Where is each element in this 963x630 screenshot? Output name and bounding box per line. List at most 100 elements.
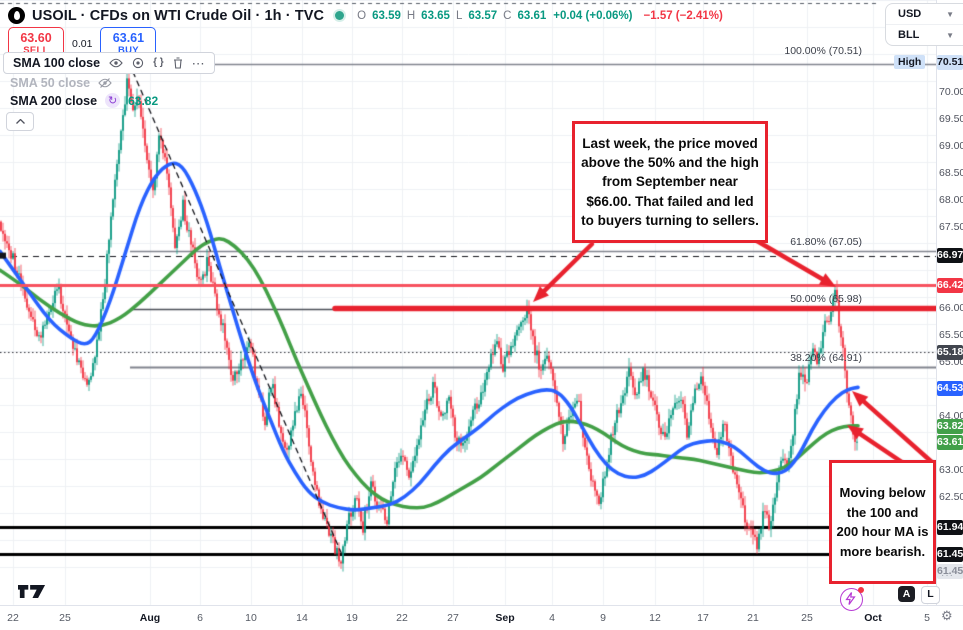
eye-icon[interactable] (109, 58, 123, 68)
sma200-label: SMA 200 close (10, 93, 98, 108)
sell-label: SELL (23, 44, 49, 56)
time-tick-label: 25 (801, 612, 813, 624)
currency-value: USD (898, 8, 922, 20)
price-badge: 66.97 (937, 247, 963, 263)
price-tick-label: 69.50 (939, 113, 963, 125)
symbol-title[interactable]: USOIL · CFDs on WTI Crude Oil · 1h · TVC (32, 7, 325, 24)
ohlc-key: L (455, 9, 463, 22)
price-axis[interactable]: 70.00 69.50 69.00 68.50 68.00 67.50 66.00 65.50… (937, 0, 963, 605)
annotation-note-bottom-text: Moving below the 100 and 200 hour MA is … (836, 485, 929, 559)
time-tick-label: 17 (697, 612, 709, 624)
price-badge: 61.45 (937, 546, 963, 562)
source-code-icon[interactable]: { } (153, 57, 164, 68)
price-tick-label: 62.50 (939, 491, 963, 503)
price-badge: 63.82 (937, 418, 963, 434)
ohlc-values: O 63.59 H 63.65 L 63.57 C 63.61 (357, 10, 546, 22)
sell-price: 63.60 (20, 31, 52, 46)
ohlc-value: 63.65 (421, 9, 450, 22)
ohlc-value: 63.57 (468, 9, 498, 22)
settings-icon[interactable] (132, 57, 144, 69)
price-tick-label: 63.00 (939, 464, 963, 476)
buy-price: 63.61 (112, 31, 145, 46)
fib-level-label: 100.00% (70.51) (784, 45, 862, 57)
legend-sma200-row[interactable]: SMA 200 close ↻ 63.82 (10, 93, 158, 108)
price-badge: 61.94 (937, 519, 963, 535)
tradingview-logo[interactable] (18, 583, 46, 605)
price-tick-label: 68.00 (939, 194, 963, 206)
time-tick-label: 22 (7, 612, 19, 624)
sma200-value: 63.82 (128, 93, 159, 108)
loading-sync-icon[interactable]: ↻ (105, 93, 121, 108)
price-tick-label: 68.50 (939, 167, 963, 179)
currency-selector[interactable]: USD ▼ (886, 4, 963, 24)
ohlc-key: H (406, 9, 416, 22)
usoil-logo-icon (8, 7, 25, 24)
price-badge: 63.61 (937, 434, 963, 450)
time-tick-label: 5 (924, 612, 930, 624)
log-scale-button[interactable]: L (921, 586, 940, 604)
fib-level-label: 61.80% (67.05) (790, 236, 862, 248)
high-marker-label: High (894, 55, 926, 69)
fib-level-label: 38.20% (64.91) (790, 352, 862, 364)
symbol-header: USOIL · CFDs on WTI Crude Oil · 1h · TVC… (8, 7, 723, 24)
gear-icon[interactable]: ⚙ (941, 608, 953, 623)
time-tick-label: 4 (549, 612, 555, 624)
time-tick-label: 10 (245, 612, 257, 624)
price-badge: 61.45 (937, 563, 963, 579)
account-panel: USD ▼ BLL ▼ (885, 3, 963, 46)
chevron-down-icon: ▼ (946, 30, 954, 40)
annotation-note-top[interactable]: Last week, the price moved above the 50%… (572, 121, 768, 243)
trash-icon[interactable] (173, 57, 183, 69)
collapse-legend-button[interactable] (6, 112, 34, 131)
price-tick-label: 69.00 (939, 140, 963, 152)
legend-sma100-row[interactable]: SMA 100 close { } ⋯ (3, 52, 215, 74)
boost-lightning-icon[interactable] (840, 587, 864, 611)
unit-value: BLL (898, 29, 920, 41)
unit-selector[interactable]: BLL ▼ (886, 24, 963, 45)
time-tick-label: Oct (864, 612, 882, 624)
auto-scale-button[interactable]: A (898, 586, 915, 602)
price-tick-label: 66.00 (939, 302, 963, 314)
price-tick-label: 67.50 (939, 221, 963, 233)
chevron-down-icon: ▼ (946, 9, 954, 19)
annotation-note-top-text: Last week, the price moved above the 50%… (581, 136, 759, 228)
axis-separator (936, 0, 937, 630)
ohlc-value: 63.61 (517, 9, 547, 22)
price-badge: 64.53 (937, 380, 963, 396)
change-daily: −1.57 (−2.41%) (643, 9, 723, 22)
ohlc-key: O (357, 9, 367, 22)
price-tick-label: 70.00 (939, 86, 963, 98)
time-tick-label: 21 (747, 612, 759, 624)
sma50-label: SMA 50 close (10, 76, 91, 90)
price-badge: 66.42 (937, 277, 963, 293)
more-options-icon[interactable]: ⋯ (191, 55, 205, 71)
time-tick-label: Sep (495, 612, 515, 624)
change-absolute: +0.04 (+0.06%) (553, 9, 633, 22)
time-tick-label: 9 (600, 612, 606, 624)
ohlc-key: C (503, 9, 512, 22)
price-tick-label: 65.50 (939, 329, 963, 341)
time-tick-label: 22 (396, 612, 408, 624)
eye-hidden-icon[interactable] (98, 77, 112, 89)
ohlc-value: 63.59 (372, 9, 401, 22)
fib-level-label: 50.00% (65.98) (790, 293, 862, 305)
buy-label: BUY (117, 44, 139, 56)
price-badge: 70.51 (937, 54, 963, 70)
time-tick-label: 25 (59, 612, 71, 624)
time-tick-label: 14 (296, 612, 308, 624)
time-tick-label: Aug (139, 612, 161, 624)
market-status-icon[interactable] (335, 11, 345, 20)
legend-sma50-row[interactable]: SMA 50 close (10, 76, 112, 90)
time-tick-label: 27 (447, 612, 459, 624)
price-badge: 65.18 (937, 344, 963, 360)
time-tick-label: 6 (197, 612, 203, 624)
time-tick-label: 19 (346, 612, 358, 624)
spread-value: 0.01 (72, 38, 93, 50)
sma100-label: SMA 100 close (13, 56, 101, 70)
annotation-note-bottom[interactable]: Moving below the 100 and 200 hour MA is … (829, 460, 936, 584)
axis-handle-dots: ··· (941, 570, 954, 581)
time-axis[interactable]: 22 25 Aug 6 10 14 19 22 27 Sep 4 9 12 17 21 25 Oct 5 (0, 605, 963, 630)
time-tick-label: 12 (649, 612, 661, 624)
